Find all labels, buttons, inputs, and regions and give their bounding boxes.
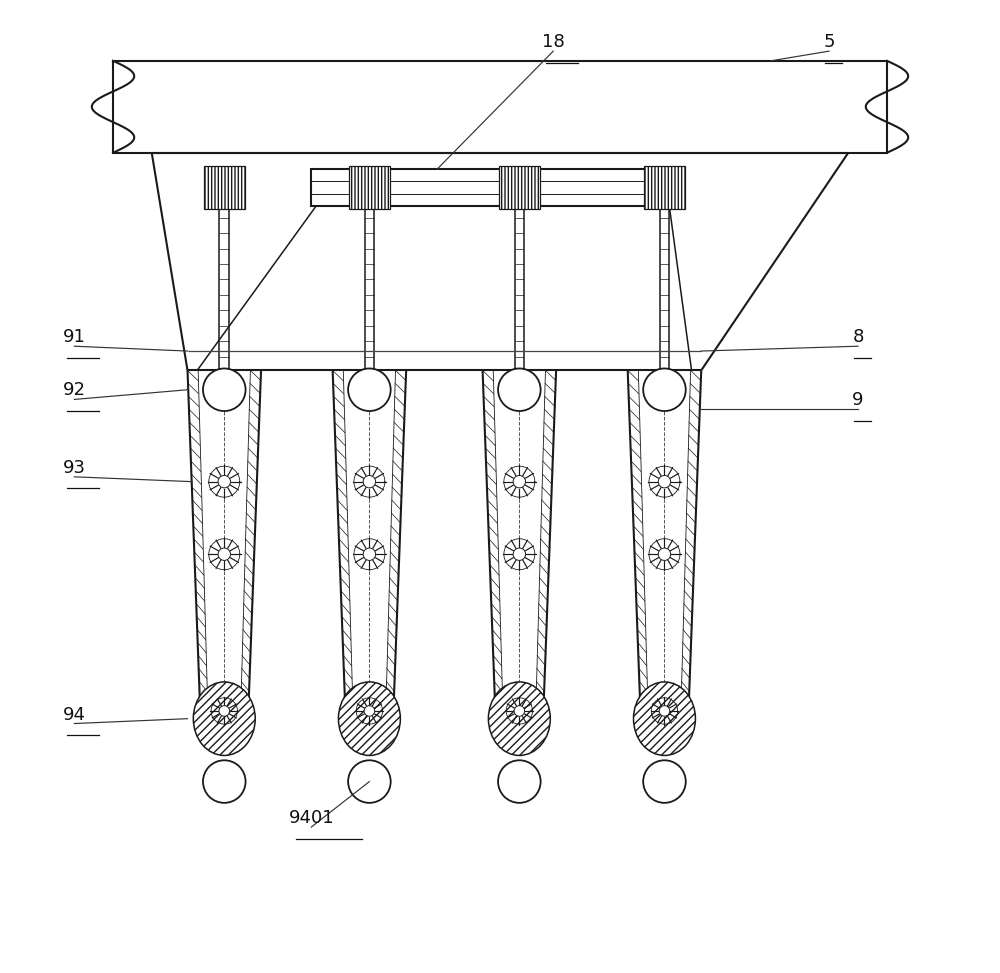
Circle shape xyxy=(498,369,541,411)
Text: 93: 93 xyxy=(63,459,86,477)
Text: 9401: 9401 xyxy=(289,809,334,827)
Bar xyxy=(349,166,390,209)
Circle shape xyxy=(658,548,671,560)
Circle shape xyxy=(513,476,526,487)
Text: 5: 5 xyxy=(823,33,835,52)
Text: 92: 92 xyxy=(63,381,86,400)
Bar xyxy=(113,61,887,153)
Text: 94: 94 xyxy=(63,705,86,724)
Circle shape xyxy=(514,705,525,716)
Circle shape xyxy=(364,705,375,716)
Circle shape xyxy=(643,760,686,803)
Circle shape xyxy=(513,548,526,560)
Ellipse shape xyxy=(634,682,695,755)
Bar xyxy=(204,166,245,209)
Circle shape xyxy=(498,760,541,803)
Ellipse shape xyxy=(488,682,550,755)
Circle shape xyxy=(348,369,391,411)
Ellipse shape xyxy=(193,682,255,755)
Circle shape xyxy=(219,705,230,716)
Bar xyxy=(311,169,674,206)
Text: 8: 8 xyxy=(852,328,864,346)
Circle shape xyxy=(659,705,670,716)
Circle shape xyxy=(348,760,391,803)
Circle shape xyxy=(363,548,376,560)
Text: 18: 18 xyxy=(542,33,565,52)
Text: 91: 91 xyxy=(63,328,86,346)
Circle shape xyxy=(203,760,246,803)
Bar xyxy=(644,166,685,209)
Circle shape xyxy=(658,476,671,487)
Circle shape xyxy=(643,369,686,411)
Bar xyxy=(499,166,540,209)
Ellipse shape xyxy=(338,682,400,755)
Circle shape xyxy=(218,548,230,560)
Text: 9: 9 xyxy=(852,391,864,409)
Circle shape xyxy=(218,476,230,487)
Circle shape xyxy=(363,476,376,487)
Circle shape xyxy=(203,369,246,411)
